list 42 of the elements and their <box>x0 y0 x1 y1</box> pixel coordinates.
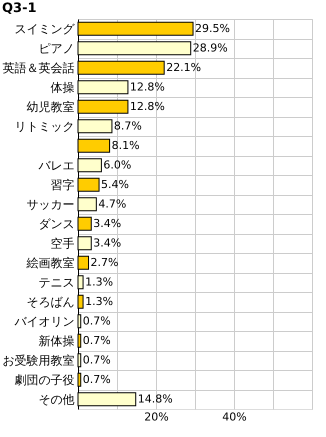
y-tick-label: ピアノ <box>38 41 74 56</box>
data-label: 2.7% <box>90 256 118 269</box>
y-tick-label: テニス <box>38 275 74 290</box>
y-tick-label: そろばん <box>26 294 74 309</box>
y-tick-label: 新体操 <box>38 334 74 348</box>
data-label: 8.7% <box>114 119 142 132</box>
y-tick-label: 習字 <box>50 178 74 192</box>
data-label: 0.7% <box>82 353 111 366</box>
data-label: 6.0% <box>103 158 132 172</box>
y-tick-label: ダンス <box>38 216 74 231</box>
chart-title: Q3-1 <box>2 1 37 16</box>
data-label: 12.8% <box>130 80 165 94</box>
data-label: 1.3% <box>85 275 114 288</box>
y-tick-label: 幼児教室 <box>26 100 74 114</box>
y-tick-label: 絵画教室 <box>26 256 74 270</box>
x-tick-label: 40% <box>222 410 247 424</box>
data-label: 14.8% <box>138 392 173 406</box>
y-tick-label: 英語＆英会話 <box>2 60 74 75</box>
data-label: 3.4% <box>93 236 122 250</box>
data-label: 12.8% <box>130 100 165 113</box>
data-label: 0.7% <box>82 334 111 347</box>
data-label: 29.5% <box>195 22 230 35</box>
data-label: 8.1% <box>112 138 140 152</box>
x-tick-label: 20% <box>144 410 169 424</box>
data-label: 1.3% <box>85 294 114 308</box>
data-label: 22.1% <box>166 60 202 74</box>
y-tick-label: 空手 <box>50 236 74 250</box>
y-tick-label: お受験用教室 <box>2 353 74 368</box>
data-label: 28.9% <box>192 41 228 54</box>
data-label: 5.4% <box>101 178 130 191</box>
y-tick-label: リトミック <box>14 119 74 134</box>
data-label: 0.7% <box>82 314 111 328</box>
y-tick-label: バレエ <box>38 158 74 172</box>
y-tick-label: 体操 <box>50 80 74 94</box>
y-tick-label: その他 <box>38 392 74 406</box>
data-label: 3.4% <box>93 216 122 230</box>
y-tick-label: バイオリン <box>14 314 74 328</box>
y-tick-label: 劇団の子役 <box>14 372 74 387</box>
y-tick-label: サッカー <box>26 197 74 212</box>
data-label: 0.7% <box>82 372 111 386</box>
data-label: 4.7% <box>98 197 126 210</box>
y-tick-label: スイミング <box>14 22 76 36</box>
